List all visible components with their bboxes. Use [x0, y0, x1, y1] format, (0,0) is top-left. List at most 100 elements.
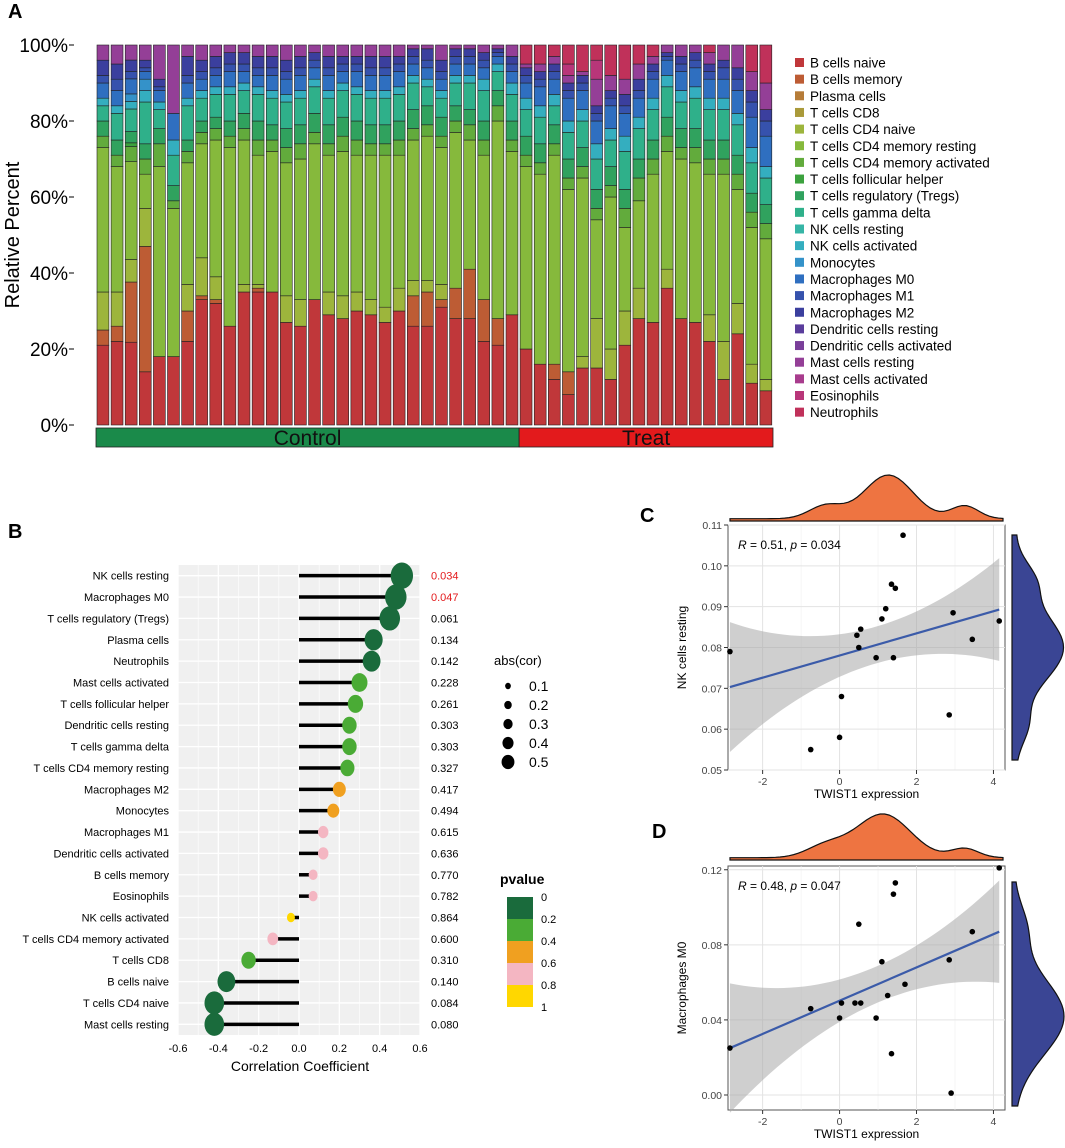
bar-segment: [181, 162, 194, 285]
sample-bar: [533, 44, 547, 426]
bar-segment: [689, 67, 702, 88]
bar-segment: [491, 48, 505, 53]
bar-segment: [576, 166, 589, 179]
bar-segment: [350, 63, 364, 72]
bar-segment: [519, 135, 533, 156]
bar-segment: [265, 90, 279, 99]
lollipop-dot: [286, 912, 295, 923]
sample-bar: [294, 44, 307, 426]
sample-bar: [96, 44, 110, 426]
bar-segment: [505, 120, 519, 141]
sample-bar: [336, 44, 349, 426]
bar-segment: [265, 56, 279, 69]
bar-segment: [139, 173, 152, 209]
bar-segment: [703, 97, 716, 110]
regression-line: [729, 930, 1000, 1050]
bar-segment: [223, 86, 237, 95]
bar-segment: [632, 318, 646, 426]
bar-segment: [689, 147, 702, 164]
bar-segment: [674, 318, 688, 426]
bar-segment: [759, 379, 773, 392]
bar-segment: [703, 139, 716, 160]
bar-segment: [548, 105, 561, 126]
bar-segment: [195, 71, 208, 80]
scatter-point: [879, 958, 885, 965]
bar-segment: [548, 154, 561, 365]
bar-segment: [477, 139, 491, 156]
scatter-point: [852, 1000, 858, 1006]
top-density-curve: [729, 813, 1004, 861]
size-legend-dot: [504, 700, 512, 710]
y-tick-label: 80%: [30, 112, 68, 133]
bar-segment: [406, 295, 420, 327]
bar-segment: [576, 44, 589, 72]
bar-segment: [590, 219, 603, 319]
sample-bar: [265, 44, 279, 426]
bar-segment: [153, 356, 166, 426]
bar-segment: [406, 48, 420, 57]
bar-segment: [139, 90, 152, 103]
bar-segment: [731, 173, 744, 190]
bar-segment: [153, 86, 166, 91]
bar-segment: [491, 120, 505, 319]
bar-segment: [646, 109, 660, 141]
bar-segment: [308, 52, 321, 61]
bar-segment: [660, 116, 674, 137]
bar-segment: [533, 78, 547, 88]
legend-item: Mast cells activated: [810, 372, 928, 387]
bar-segment: [689, 59, 702, 69]
sample-bar: [308, 44, 321, 426]
bar-segment: [392, 71, 406, 88]
row-pvalue: 0.494: [431, 806, 459, 818]
bar-segment: [505, 314, 519, 426]
bar-segment: [392, 139, 406, 156]
bar-segment: [167, 208, 180, 357]
y-tick-label: 0.08: [702, 940, 723, 952]
scatter-point: [946, 957, 953, 963]
bar-segment: [646, 78, 660, 99]
bar-segment: [139, 44, 152, 61]
size-legend-dot: [503, 718, 513, 730]
lollipop-row: B cells memory 0.770: [94, 869, 459, 882]
row-pvalue: 0.310: [431, 955, 459, 967]
bar-segment: [96, 44, 110, 61]
legend-item: Neutrophils: [810, 405, 879, 420]
bar-segment: [294, 299, 307, 327]
bar-segment: [294, 97, 307, 126]
bar-segment: [689, 162, 702, 323]
lollipop-dot: [379, 606, 401, 631]
bar-segment: [618, 113, 632, 137]
bar-segment: [294, 158, 307, 300]
sample-bar: [576, 44, 589, 426]
bar-segment: [110, 154, 124, 167]
bar-segment: [632, 128, 646, 160]
x-tick-label: 0: [837, 1116, 843, 1128]
bar-segment: [491, 56, 505, 65]
bar-segment: [251, 56, 265, 69]
bar-segment: [322, 143, 335, 156]
bar-segment: [660, 287, 674, 426]
bar-segment: [209, 94, 223, 118]
bar-segment: [477, 154, 491, 300]
bar-segment: [181, 139, 194, 152]
group-label: Treat: [622, 427, 670, 450]
row-label: T cells follicular helper: [60, 699, 169, 711]
lollipop-dot: [217, 971, 236, 993]
sample-bar: [604, 44, 617, 426]
bar-segment: [96, 329, 110, 346]
bar-segment: [280, 147, 293, 164]
bar-segment: [604, 44, 617, 76]
lollipop-dot: [364, 629, 383, 651]
scatter-point: [838, 693, 845, 700]
bar-segment: [195, 132, 208, 145]
panel-a-bars: [96, 44, 773, 426]
bar-segment: [378, 67, 392, 76]
row-label: Monocytes: [116, 806, 170, 818]
legend-item: Monocytes: [810, 255, 876, 270]
bar-segment: [124, 71, 138, 80]
legend-swatch: [795, 324, 804, 334]
regression-line: [729, 608, 1000, 689]
y-tick-label: 0%: [41, 416, 69, 437]
bar-segment: [181, 97, 194, 107]
bar-segment: [237, 90, 251, 114]
